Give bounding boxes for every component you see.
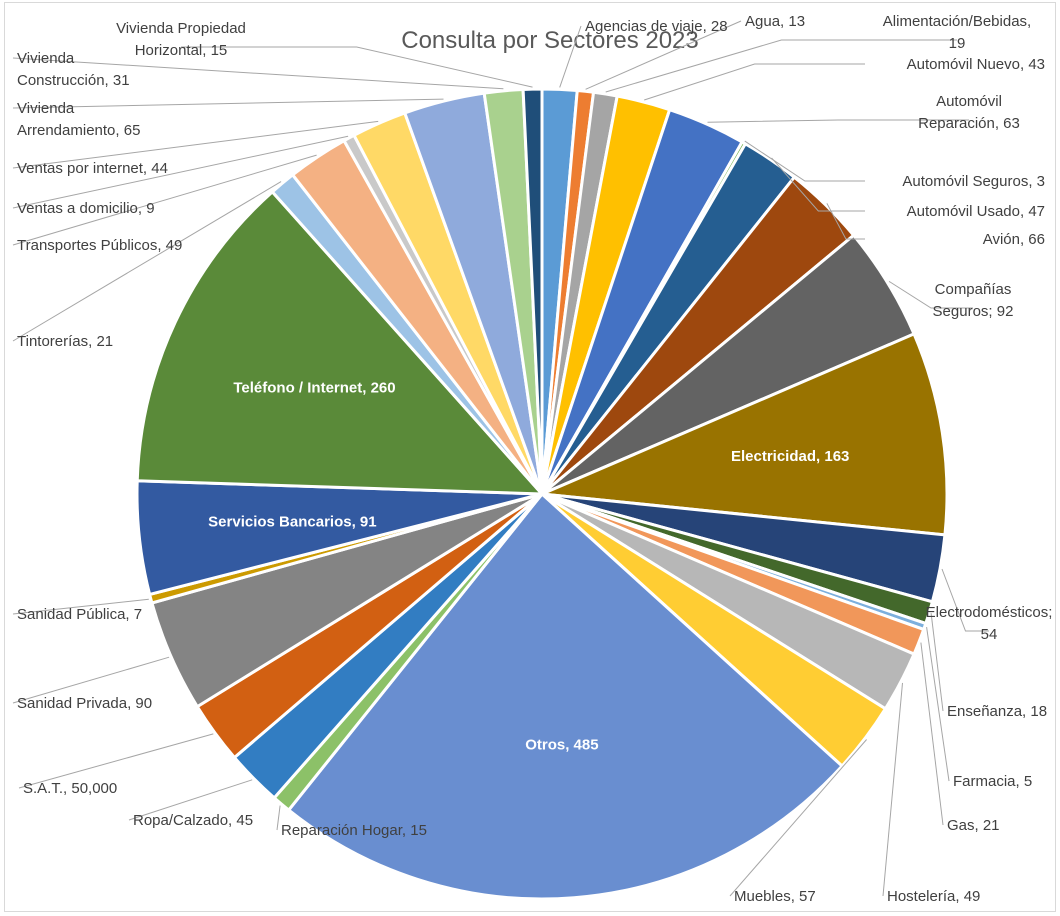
leader-line: [771, 157, 865, 212]
pie-slice-vivienda-propiedad-horizontal: [521, 87, 544, 495]
slices-layer: [135, 87, 949, 901]
leader-line: [12, 598, 149, 615]
data-label: Agencias de viaje, 28: [585, 18, 728, 35]
data-label: Automóvil Usado, 47: [907, 203, 1045, 220]
pie-slice-tel-fono-internet: [135, 189, 546, 496]
leader-line: [941, 568, 989, 632]
leader-line: [826, 203, 865, 240]
data-label: Ventas por internet, 44: [17, 160, 168, 177]
data-label: Gas, 21: [947, 817, 1000, 834]
pie-slice-otros: [286, 491, 845, 901]
leader-line: [12, 135, 349, 209]
data-label: Automóvil Reparación, 63: [918, 93, 1020, 132]
data-label: Otros, 485: [525, 736, 598, 753]
leader-line: [128, 779, 253, 821]
data-label: Electricidad, 163: [731, 448, 849, 465]
leader-line: [12, 656, 170, 704]
pie-chart: Consulta por Sectores 2023 Agencias de v…: [12, 13, 1052, 905]
leader-line: [559, 25, 582, 88]
data-label: Hostelería, 49: [887, 888, 980, 905]
data-label: Sanidad Pública, 7: [17, 606, 142, 623]
leader-line: [729, 739, 867, 897]
data-label: Vivienda Propiedad Horizontal, 15: [116, 20, 246, 59]
data-label: Farmacia, 5: [953, 773, 1032, 790]
data-label: Reparación Hogar, 15: [281, 822, 427, 839]
data-label: Teléfono / Internet, 260: [233, 380, 395, 397]
data-label: Tintorerías, 21: [17, 333, 113, 350]
chart-title: Consulta por Sectores 2023: [401, 27, 699, 54]
chart-frame: Consulta por Sectores 2023 Agencias de v…: [4, 2, 1056, 912]
data-labels-layer: Agencias de viaje, 28 Agua, 13 Alimentació…: [17, 13, 1052, 905]
data-label: Avión, 66: [983, 231, 1045, 248]
leader-line: [644, 63, 865, 101]
data-label: Sanidad Privada, 90: [17, 695, 152, 712]
data-label: Ventas a domicilio, 9: [17, 200, 155, 217]
data-label: Servicios Bancarios, 91: [208, 513, 376, 530]
data-label: Automóvil Nuevo, 43: [907, 56, 1045, 73]
leader-line: [12, 154, 317, 246]
leader-line: [707, 119, 969, 123]
leader-line: [12, 181, 282, 342]
leader-line: [12, 57, 504, 90]
leader-line: [276, 805, 281, 831]
leader-lines-layer: [12, 20, 989, 897]
leader-line: [920, 642, 944, 826]
data-label: Automóvil Seguros, 3: [902, 173, 1045, 190]
data-label: Transportes Públicos, 49: [17, 237, 182, 254]
data-label: Compañías Seguros; 92: [933, 281, 1014, 320]
data-label: Vivienda Arrendamiento, 65: [17, 100, 140, 139]
leader-line: [744, 140, 865, 182]
leader-line: [888, 280, 973, 309]
leader-line: [605, 39, 957, 93]
leader-line: [930, 613, 944, 712]
data-label: Enseñanza, 18: [947, 703, 1047, 720]
data-label: Agua, 13: [745, 13, 805, 30]
leader-line: [18, 733, 214, 789]
leader-line: [12, 120, 379, 169]
leader-line: [926, 627, 950, 782]
leader-line: [12, 98, 444, 109]
leader-line: [882, 682, 903, 897]
data-label: S.A.T., 50,000: [23, 780, 117, 797]
pie-slice-electricidad: [536, 331, 949, 537]
data-label: Electrodomésticos; 54: [926, 604, 1053, 643]
leader-line: [585, 20, 742, 90]
data-label: Muebles, 57: [734, 888, 816, 905]
leader-line: [181, 46, 533, 88]
data-label: Alimentación/Bebidas, 19: [883, 13, 1031, 52]
data-label: Ropa/Calzado, 45: [133, 812, 253, 829]
data-label: Vivienda Construcción, 31: [17, 50, 130, 89]
